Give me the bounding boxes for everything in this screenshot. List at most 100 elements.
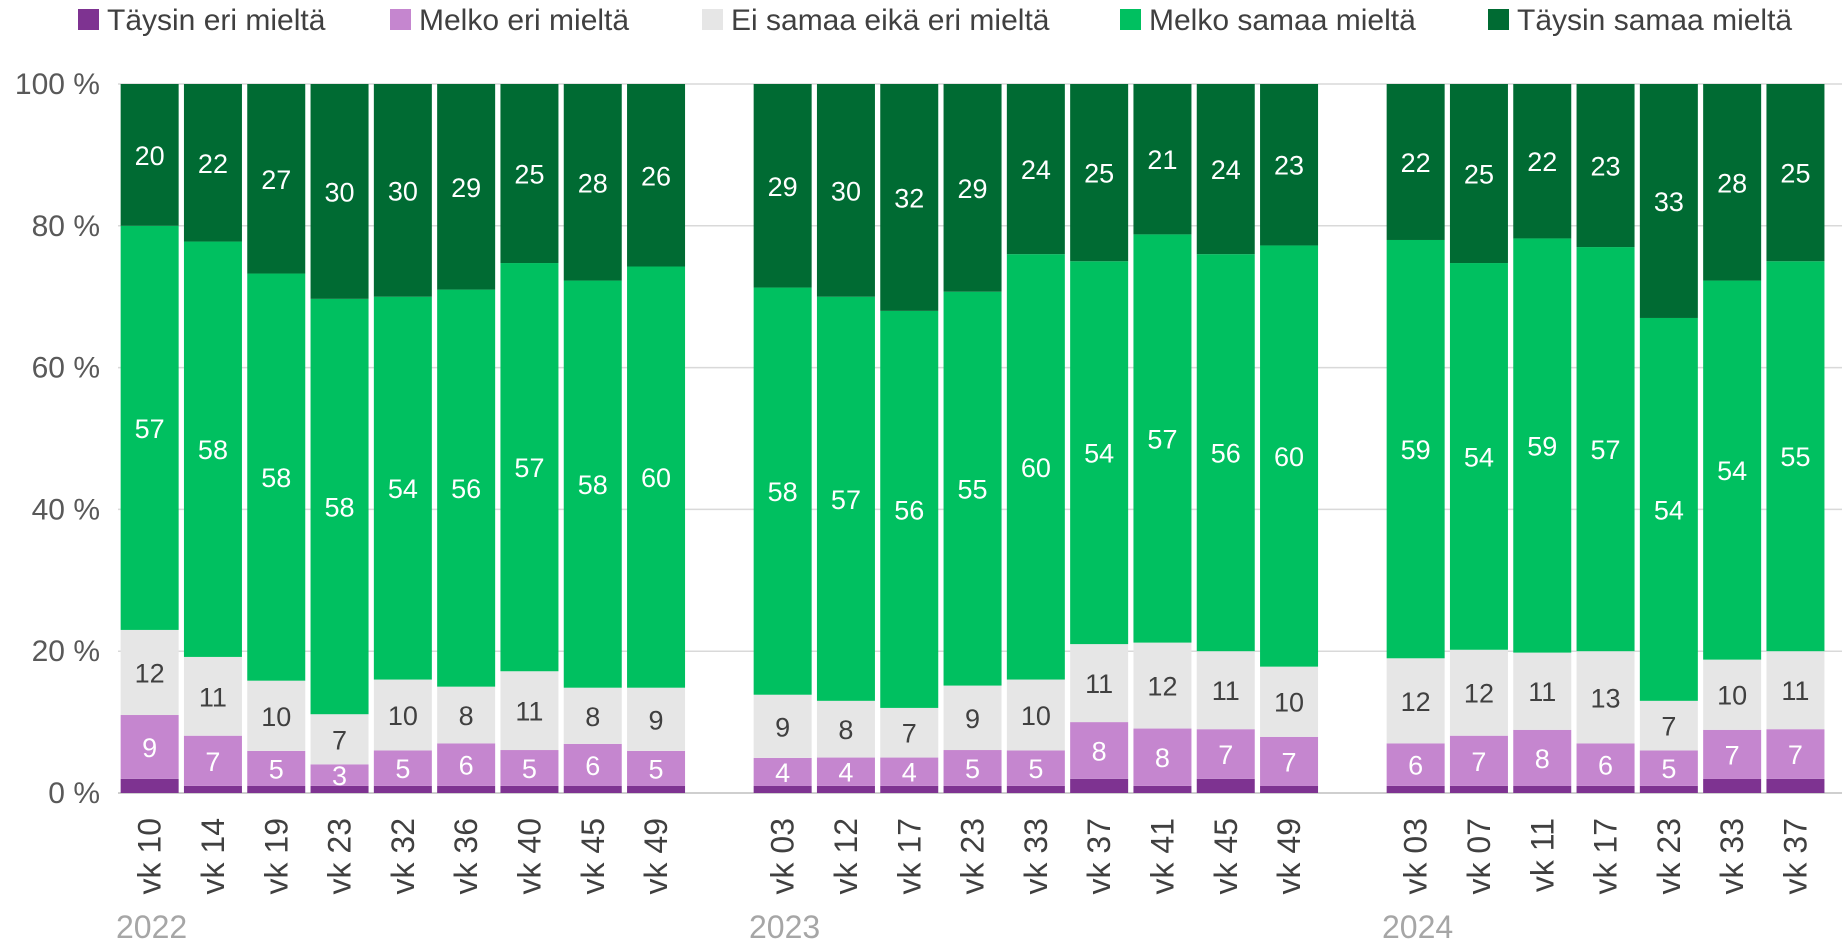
- legend-swatch: [702, 9, 723, 30]
- bar-segment: [1766, 84, 1825, 262]
- x-tick-label: vk 17: [891, 818, 927, 894]
- data-label: 8: [1535, 744, 1550, 774]
- data-label: 56: [1211, 439, 1241, 469]
- bar-stack: 6 13 57 23: [1576, 84, 1635, 793]
- bar-segment: [1449, 84, 1508, 264]
- x-tick-label: vk 45: [1208, 818, 1244, 894]
- data-label: 57: [1147, 425, 1177, 455]
- data-label: 58: [325, 493, 355, 523]
- data-label: 56: [451, 474, 481, 504]
- data-label: 57: [514, 453, 544, 483]
- bar-segment: [1133, 728, 1192, 786]
- data-label: 4: [775, 758, 790, 788]
- data-label: 5: [395, 754, 410, 784]
- data-label: 25: [1780, 159, 1810, 189]
- bar-segment: [627, 266, 686, 688]
- bar-segment: [1260, 736, 1319, 786]
- bar-stack: 7 12 54 25: [1449, 84, 1508, 793]
- bar-segment: [437, 289, 496, 687]
- bar-segment: [753, 287, 812, 695]
- legend-swatch: [1120, 9, 1141, 30]
- bar-segment: [1260, 785, 1319, 793]
- legend-label: Ei samaa eikä eri mieltä: [731, 4, 1050, 37]
- data-label: 57: [135, 414, 165, 444]
- data-label: 54: [1717, 456, 1747, 486]
- x-tick-label: vk 33: [1714, 818, 1750, 894]
- x-tick-label: vk 40: [511, 818, 547, 894]
- legend-label: Melko eri mieltä: [419, 4, 629, 37]
- bar-segment: [880, 310, 939, 708]
- x-tick-label: vk 07: [1461, 818, 1497, 894]
- bar-segment: [1196, 651, 1255, 730]
- data-label: 11: [1085, 669, 1113, 699]
- data-label: 58: [768, 477, 798, 507]
- bar-segment: [753, 757, 812, 786]
- data-label: 60: [641, 463, 671, 493]
- bar-segment: [120, 84, 179, 226]
- data-label: 6: [1408, 751, 1423, 781]
- x-tick-label: vk 37: [1777, 818, 1813, 894]
- bar-segment: [247, 84, 306, 274]
- data-label: 56: [894, 495, 924, 525]
- bar-segment: [563, 84, 622, 281]
- bar-segment: [373, 296, 432, 680]
- data-label: 27: [261, 165, 291, 195]
- bar-segment: [627, 750, 686, 786]
- bar-segment: [120, 225, 179, 630]
- data-label: 28: [578, 168, 608, 198]
- data-label: 13: [1591, 683, 1621, 713]
- bar-segment: [943, 291, 1002, 686]
- bar-segment: [1703, 729, 1762, 779]
- bar-stack: 8 11 59 22: [1513, 84, 1572, 793]
- data-label: 26: [641, 161, 671, 191]
- bar-segment: [1576, 651, 1635, 744]
- data-label: 24: [1021, 155, 1051, 185]
- bar-segment: [1386, 743, 1445, 786]
- bar-stack: 8 12 57 21: [1133, 84, 1192, 793]
- legend: Täysin eri mieltä Melko eri mieltä Ei sama…: [78, 4, 1792, 37]
- bar-segment: [816, 84, 875, 297]
- bar-segment: [500, 785, 559, 793]
- data-label: 24: [1211, 155, 1241, 185]
- bar-segment: [1576, 247, 1635, 652]
- data-label: 8: [1092, 736, 1107, 766]
- data-label: 11: [1781, 676, 1809, 706]
- bar-segment: [310, 84, 369, 299]
- bar-stack: 7 11 56 24: [1196, 84, 1255, 793]
- bar-segment: [1133, 234, 1192, 643]
- bar-stack: 7 11 58 22: [183, 84, 242, 793]
- y-tick-label: 0 %: [48, 777, 100, 810]
- bar-segment: [1070, 261, 1129, 645]
- bar-segment: [1070, 778, 1129, 793]
- bar-segment: [1639, 785, 1698, 793]
- bar-stack: 7 11 55 25: [1766, 84, 1825, 793]
- bar-segment: [1133, 642, 1192, 729]
- bar-segment: [1260, 245, 1319, 667]
- data-label: 12: [135, 658, 165, 688]
- data-label: 11: [1528, 677, 1556, 707]
- bar-segment: [1449, 263, 1508, 650]
- y-tick-label: 100 %: [15, 68, 100, 101]
- bar-segment: [1196, 778, 1255, 793]
- data-label: 23: [1591, 152, 1621, 182]
- data-label: 54: [388, 474, 418, 504]
- data-label: 6: [459, 751, 474, 781]
- bar-stack: 8 11 54 25: [1070, 84, 1129, 793]
- data-label: 9: [142, 733, 157, 763]
- x-tick-label: vk 49: [1271, 818, 1307, 894]
- bar-segment: [1639, 700, 1698, 751]
- data-label: 9: [965, 704, 980, 734]
- data-label: 28: [1717, 168, 1747, 198]
- bar-segment: [1576, 785, 1635, 793]
- data-label: 7: [1282, 747, 1297, 777]
- legend-swatch: [78, 9, 99, 30]
- bar-segment: [627, 785, 686, 793]
- bar-segment: [753, 785, 812, 793]
- data-label: 59: [1527, 432, 1557, 462]
- bar-segment: [563, 785, 622, 793]
- bar-segment: [1449, 735, 1508, 786]
- bar-stack: 5 11 57 25: [500, 84, 559, 793]
- data-label: 5: [649, 754, 664, 784]
- bar-segment: [247, 273, 306, 681]
- bar-segment: [1639, 317, 1698, 701]
